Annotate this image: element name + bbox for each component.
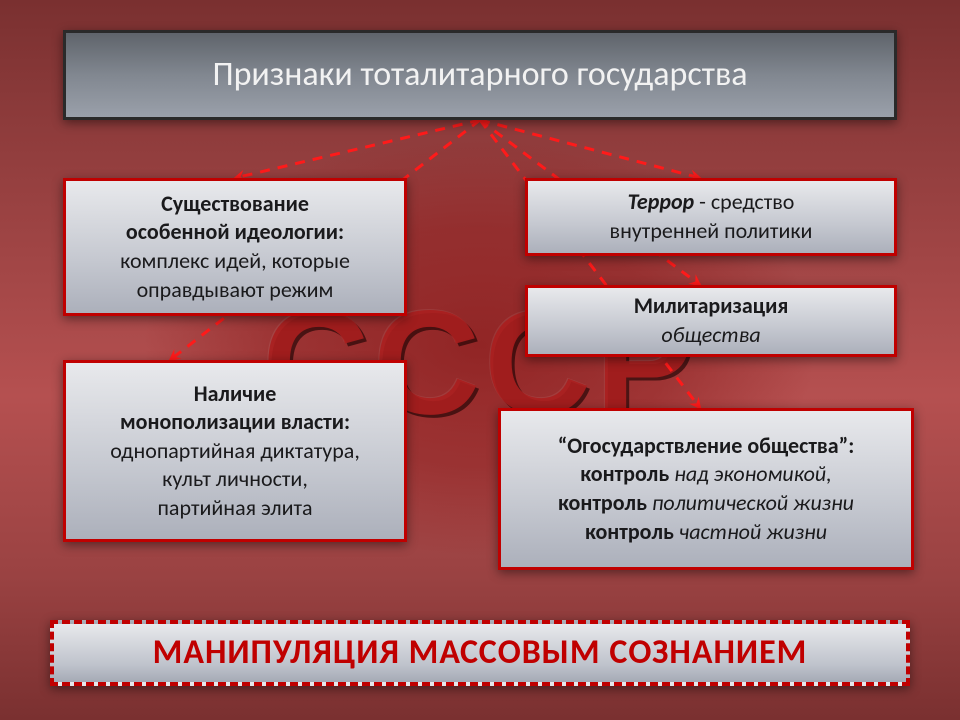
state-l4a: контроль — [585, 518, 679, 545]
ideology-box: Существование особенной идеологии: компл… — [63, 178, 407, 316]
ideology-l1: Существование — [161, 190, 309, 217]
state-l4b: частной жизни — [679, 518, 827, 545]
ideology-l4: оправдывают режим — [137, 276, 334, 303]
bottom-text: МАНИПУЛЯЦИЯ МАССОВЫМ СОЗНАНИЕМ — [153, 631, 808, 675]
state-l3b: политической жизни — [652, 489, 854, 516]
monopoly-l5: партийная элита — [157, 494, 312, 521]
monopoly-l4: культ личности, — [162, 465, 308, 492]
monopoly-l3: однопартийная диктатура, — [110, 437, 360, 464]
terror-l1a: Террор — [628, 188, 695, 215]
title-text: Признаки тоталитарного государства — [212, 53, 747, 97]
title-box: Признаки тоталитарного государства — [63, 30, 897, 120]
state-l1: “Огосударствление общества”: — [558, 432, 855, 459]
ideology-l2: особенной идеологии: — [126, 218, 344, 245]
monopoly-l1: Наличие — [194, 380, 277, 407]
state-l3a: контроль — [558, 489, 652, 516]
terror-box: Террор - средство внутренней политики — [525, 178, 897, 256]
terror-l1b: - средство — [694, 188, 794, 215]
monopoly-l2: монополизации власти: — [120, 408, 350, 435]
state-l2b: над экономикой, — [674, 460, 832, 487]
state-l2a: контроль — [580, 460, 674, 487]
military-l2: общества — [661, 321, 760, 348]
terror-l2: внутренней политики — [610, 217, 813, 244]
state-control-box: “Огосударствление общества”: контроль на… — [498, 408, 914, 570]
military-box: Милитаризация общества — [525, 285, 897, 357]
monopoly-box: Наличие монополизации власти: однопартий… — [63, 360, 407, 542]
bottom-manipulation-box: МАНИПУЛЯЦИЯ МАССОВЫМ СОЗНАНИЕМ — [50, 620, 910, 686]
military-l1: Милитаризация — [634, 292, 789, 319]
ideology-l3: комплекс идей, которые — [120, 247, 350, 274]
slide-canvas: CCСР Признаки тоталитарного государства … — [0, 0, 960, 720]
